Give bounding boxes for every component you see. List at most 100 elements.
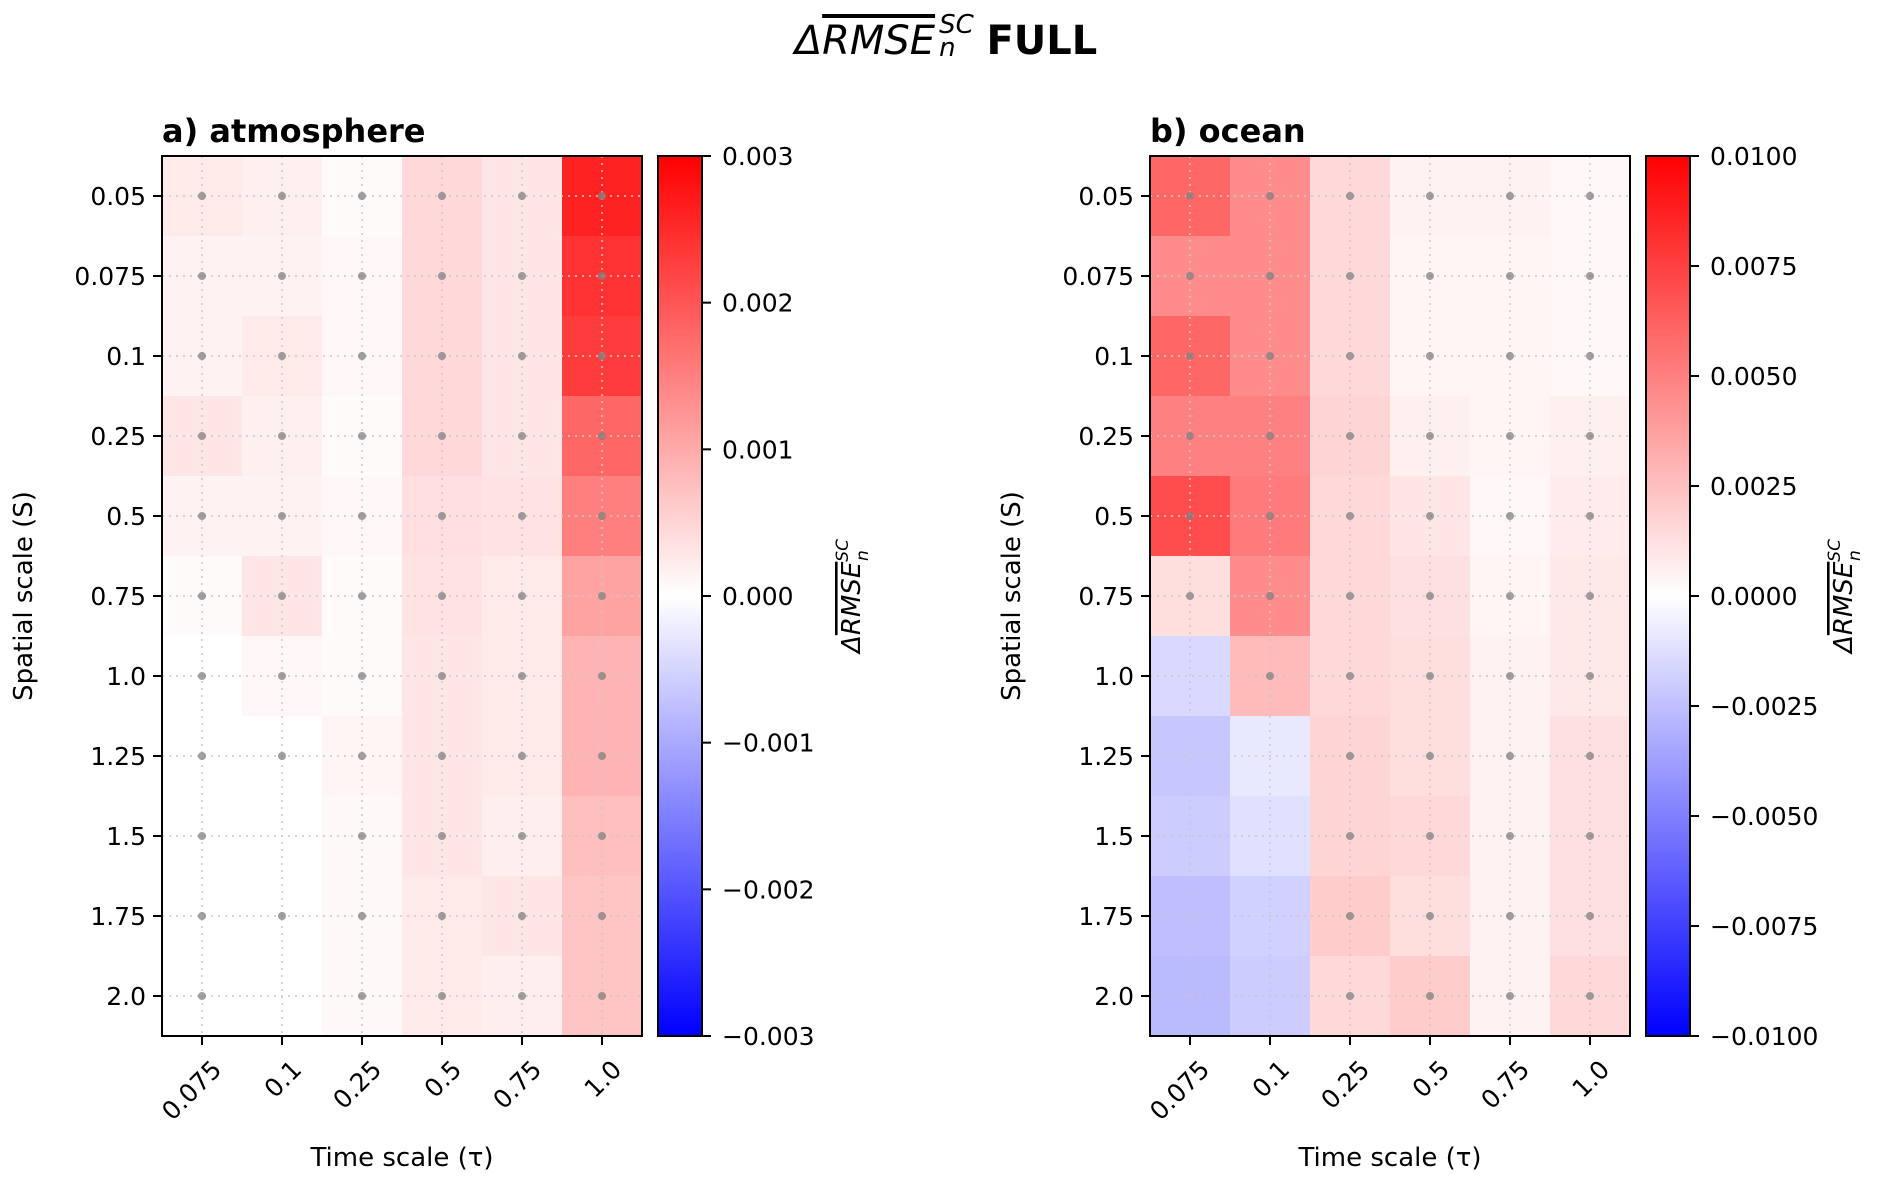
significance-dot: [198, 352, 206, 360]
significance-dot: [438, 672, 446, 680]
y-tick-label: 0.05: [90, 182, 146, 211]
colorbar: [1645, 155, 1691, 1037]
significance-dot: [1186, 432, 1194, 440]
significance-dot: [598, 992, 606, 1000]
significance-dot: [598, 752, 606, 760]
x-tick-label: 0.75: [1475, 1055, 1535, 1115]
x-tick-label: 0.1: [1247, 1055, 1296, 1104]
heatmap-cell: [1150, 876, 1231, 957]
significance-dot: [1586, 672, 1594, 680]
significance-dot: [1506, 912, 1514, 920]
significance-dot: [1346, 192, 1354, 200]
significance-dot: [1586, 992, 1594, 1000]
x-tick-label: 0.5: [419, 1055, 468, 1104]
significance-dot: [438, 192, 446, 200]
y-tick-label: 1.25: [1078, 742, 1134, 771]
significance-dot: [438, 592, 446, 600]
significance-dot: [1506, 672, 1514, 680]
colorbar-tick-label: 0.0050: [1710, 362, 1797, 391]
y-tick-label: 0.25: [1078, 422, 1134, 451]
heatmap-panel-1: b) ocean 0.05 0.075 0.1 0.25 0.5 0.75 1.0 1.25 1.…: [997, 112, 1865, 1173]
significance-dot: [1266, 192, 1274, 200]
significance-dot: [1186, 592, 1194, 600]
significance-dot: [198, 192, 206, 200]
panel-title: b) ocean: [1150, 112, 1306, 150]
significance-dot: [278, 512, 286, 520]
colorbar-tick-label: −0.0075: [1710, 912, 1818, 941]
significance-dot: [198, 592, 206, 600]
significance-dot: [438, 352, 446, 360]
significance-dot: [1586, 192, 1594, 200]
significance-dot: [358, 192, 366, 200]
y-tick-label: 0.5: [1094, 502, 1134, 531]
significance-dot: [1266, 672, 1274, 680]
significance-dot: [358, 352, 366, 360]
significance-dot: [1426, 592, 1434, 600]
x-tick-label: 0.5: [1407, 1055, 1456, 1104]
y-tick-label: 0.1: [106, 342, 146, 371]
significance-dot: [1586, 752, 1594, 760]
colorbar-label-delta: Δ: [1829, 635, 1859, 655]
significance-dot: [598, 192, 606, 200]
heatmap-cell: [1150, 716, 1231, 797]
significance-dot: [1506, 992, 1514, 1000]
colorbar-tick-label: −0.0100: [1710, 1022, 1818, 1051]
x-tick-label: 0.25: [1315, 1055, 1375, 1115]
significance-dot: [598, 832, 606, 840]
title-sub: n: [939, 33, 956, 63]
colorbar-label: ΔRMSESCn: [833, 539, 873, 655]
significance-dot: [598, 352, 606, 360]
significance-dot: [1346, 272, 1354, 280]
significance-dot: [358, 752, 366, 760]
significance-dot: [598, 592, 606, 600]
y-tick-label: 0.75: [90, 582, 146, 611]
significance-dot: [198, 512, 206, 520]
y-tick-label: 2.0: [106, 982, 146, 1011]
significance-dot: [1586, 512, 1594, 520]
colorbar-tick-label: 0.0100: [1710, 142, 1797, 171]
significance-dot: [358, 672, 366, 680]
y-axis-label: Spatial scale (S): [9, 491, 39, 701]
significance-dot: [518, 752, 526, 760]
significance-dot: [1506, 192, 1514, 200]
y-tick-label: 1.5: [106, 822, 146, 851]
colorbar-tick-label: −0.0050: [1710, 802, 1818, 831]
title-rmse: RMSE: [822, 18, 936, 64]
colorbar-tick-label: −0.0025: [1710, 692, 1818, 721]
x-tick-label: 0.075: [1144, 1055, 1215, 1126]
colorbar-label-rmse: RMSE: [837, 561, 867, 635]
significance-dot: [198, 672, 206, 680]
significance-dot: [1346, 592, 1354, 600]
significance-dot: [1426, 192, 1434, 200]
significance-dot: [278, 912, 286, 920]
panel-title: a) atmosphere: [162, 112, 426, 150]
significance-dot: [1506, 592, 1514, 600]
colorbar-tick-label: 0.0000: [1710, 582, 1797, 611]
significance-dot: [518, 592, 526, 600]
significance-dot: [1346, 432, 1354, 440]
significance-dot: [518, 272, 526, 280]
title-delta: Δ: [794, 18, 823, 64]
y-tick-label: 2.0: [1094, 982, 1134, 1011]
colorbar-tick-label: 0.0025: [1710, 472, 1797, 501]
significance-dot: [278, 592, 286, 600]
y-tick-label: 1.5: [1094, 822, 1134, 851]
colorbar-label: ΔRMSESCn: [1825, 539, 1865, 655]
x-tick-label: 0.1: [259, 1055, 308, 1104]
significance-dot: [278, 672, 286, 680]
significance-dot: [198, 992, 206, 1000]
x-axis-label: Time scale (τ): [309, 1143, 493, 1173]
significance-dot: [358, 992, 366, 1000]
significance-dot: [518, 432, 526, 440]
significance-dot: [1586, 272, 1594, 280]
significance-dot: [518, 912, 526, 920]
x-tick-label: 1.0: [1567, 1055, 1616, 1104]
heatmap-cell: [1150, 636, 1231, 717]
significance-dot: [358, 592, 366, 600]
significance-dot: [598, 272, 606, 280]
significance-dot: [1506, 832, 1514, 840]
y-tick-label: 0.05: [1078, 182, 1134, 211]
significance-dot: [278, 272, 286, 280]
significance-dot: [1426, 832, 1434, 840]
